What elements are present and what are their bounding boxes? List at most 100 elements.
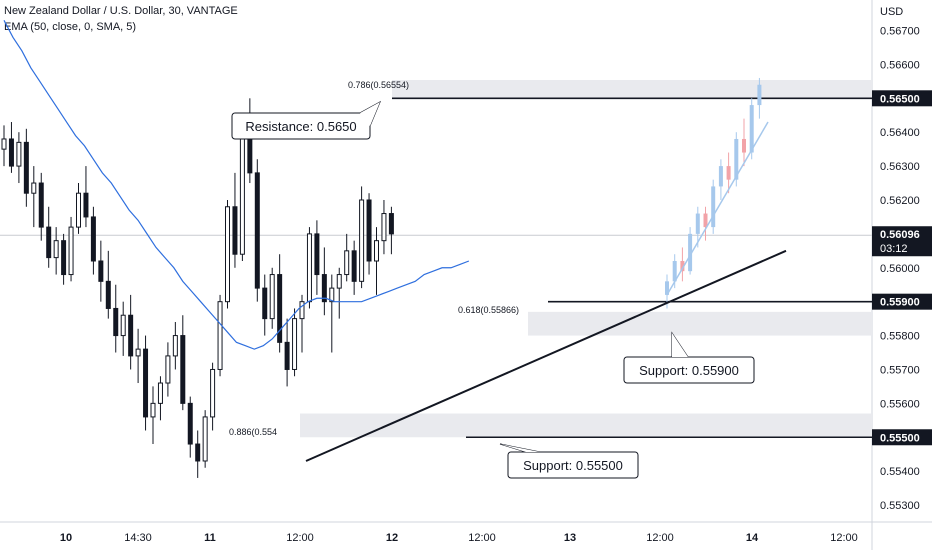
ema-line: [3, 20, 470, 350]
x-tick-label: 10: [60, 532, 72, 544]
projection-body: [718, 166, 723, 187]
candle-body: [217, 301, 223, 370]
candle-body: [1, 138, 7, 150]
price-label-text: 0.55500: [880, 432, 920, 444]
fib-label: 0.886(0.554: [229, 427, 277, 437]
candle-body: [388, 213, 394, 235]
candle-body: [329, 287, 335, 303]
y-tick-label: 0.55700: [880, 364, 920, 376]
candle-body: [225, 206, 230, 303]
candle-body: [269, 274, 275, 320]
projection-body: [749, 105, 754, 153]
projection-body: [695, 213, 700, 234]
candle-body: [187, 402, 193, 445]
x-tick-label: 12:00: [830, 532, 858, 544]
projection-body: [742, 138, 746, 153]
price-label-text: 0.56500: [880, 93, 920, 105]
x-tick-label: 12: [386, 532, 398, 544]
candle-body: [254, 172, 260, 289]
candle-body: [336, 274, 342, 289]
candle-body: [306, 233, 312, 303]
x-tick-label: 12:00: [646, 532, 674, 544]
price-label-box: [872, 226, 932, 257]
resistance-callout-label: Resistance: 0.5650: [245, 119, 356, 134]
support2-callout-box: [507, 451, 639, 479]
y-tick-label: 0.56200: [880, 195, 920, 207]
x-tick-label: 12:00: [468, 532, 496, 544]
support1-callout-tail-cover: [672, 333, 688, 357]
candle-body: [165, 355, 171, 384]
fib-label: 0.618(0.55866): [458, 305, 519, 315]
candle-body: [180, 335, 186, 404]
projection-body: [665, 281, 669, 295]
candle-body: [83, 192, 89, 218]
support2-callout-tail-cover: [500, 444, 540, 452]
projection-path: [666, 121, 769, 296]
y-tick-label: 0.55800: [880, 331, 920, 343]
candle-body: [239, 124, 245, 255]
x-tick-label: 14:30: [124, 532, 152, 544]
candle-body: [143, 348, 149, 418]
x-tick-label: 12:00: [286, 532, 314, 544]
candle-body: [23, 141, 29, 194]
candle-body: [351, 250, 357, 282]
y-tick-label: 0.56000: [880, 263, 920, 275]
y-tick-label: 0.56400: [880, 127, 920, 139]
candle-body: [90, 216, 96, 262]
candle-body: [157, 382, 163, 404]
price-label-text: 0.56096: [880, 229, 920, 241]
price-label-box: [872, 90, 932, 107]
chart-title: New Zealand Dollar / U.S. Dollar, 30, VA…: [4, 5, 238, 17]
candle-body: [128, 314, 134, 357]
fib-label: 0.786(0.56554): [348, 80, 409, 90]
support2-callout-label: Support: 0.55500: [523, 458, 623, 473]
y-tick-label: 0.56300: [880, 161, 920, 173]
candle-body: [98, 260, 104, 282]
candle-body: [299, 301, 305, 320]
candle-body: [359, 199, 365, 282]
resistance-callout-tail-cover: [360, 102, 380, 126]
candle-body: [16, 141, 22, 167]
y-tick-label: 0.55300: [880, 500, 920, 512]
price-label-box: [872, 293, 932, 310]
candle-body: [53, 240, 59, 259]
price-label-box: [872, 429, 932, 446]
projection-body: [726, 166, 731, 180]
candle-body: [232, 206, 238, 255]
candle-body: [195, 443, 201, 462]
y-tick-label: 0.55400: [880, 466, 920, 478]
projection-body: [672, 261, 677, 282]
indicator-legend: EMA (50, close, 0, SMA, 5): [4, 21, 137, 33]
candle-body: [105, 280, 111, 309]
zone-rect: [392, 79, 872, 99]
candle-body: [366, 199, 372, 262]
candle-body: [344, 250, 350, 276]
price-label-text: 0.55900: [880, 297, 920, 309]
candle-body: [210, 368, 216, 418]
candle-body: [61, 240, 67, 276]
projection-body: [703, 213, 708, 228]
projection-body: [688, 233, 693, 272]
y-tick-label: 0.56600: [880, 59, 920, 71]
candle-body: [113, 307, 119, 337]
candle-body: [120, 314, 126, 337]
x-tick-label: 13: [564, 532, 576, 544]
x-tick-label: 11: [204, 532, 216, 544]
candle-body: [262, 287, 268, 320]
y-tick-label: 0.56700: [880, 26, 920, 38]
projection-body: [734, 138, 739, 180]
candle-body: [8, 138, 14, 167]
candle-body: [381, 213, 387, 242]
candle-body: [292, 318, 298, 370]
candle-body: [68, 226, 74, 276]
candle-body: [321, 274, 327, 303]
projection-body: [711, 186, 716, 228]
candle-body: [314, 233, 320, 276]
candle-body: [150, 402, 156, 418]
candle-body: [172, 335, 178, 357]
x-tick-label: 14: [746, 532, 759, 544]
support1-callout-label: Support: 0.55900: [639, 363, 739, 378]
trend-line: [305, 249, 787, 462]
